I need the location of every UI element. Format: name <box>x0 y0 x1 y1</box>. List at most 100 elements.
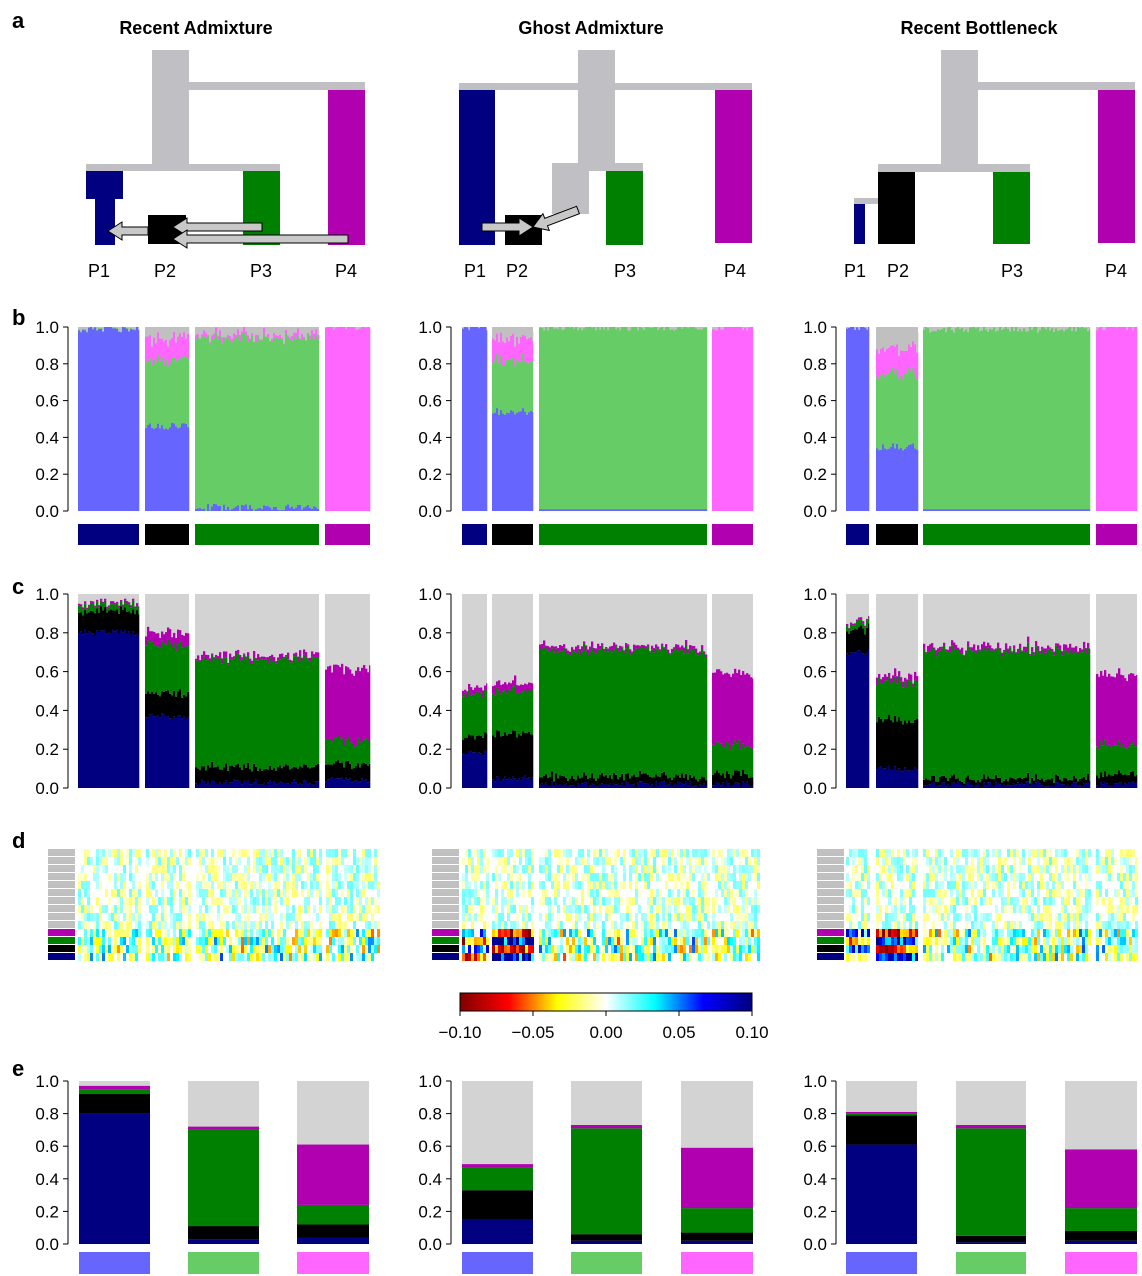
heatmap-cell <box>531 945 534 953</box>
individual-bar-segment <box>583 772 586 783</box>
heatmap-cell <box>132 897 135 905</box>
individual-bar-segment <box>923 329 926 510</box>
individual-bar-segment <box>528 777 531 788</box>
individual-bar-segment <box>904 350 907 374</box>
individual-bar-segment <box>349 763 352 779</box>
individual-bar-segment <box>145 336 148 363</box>
individual-bar-segment <box>561 786 564 788</box>
individual-bar-segment <box>161 425 164 511</box>
heatmap-cell <box>283 913 286 921</box>
heatmap-cell <box>730 849 733 857</box>
heatmap-cell <box>84 857 87 865</box>
individual-bar-segment <box>886 449 889 511</box>
heatmap-cell <box>316 953 319 961</box>
heatmap-cell <box>199 881 202 889</box>
heatmap-cell <box>105 889 108 897</box>
heatmap-cell <box>338 881 341 889</box>
individual-bar-segment <box>742 769 745 782</box>
individual-bar-segment <box>675 774 678 785</box>
heatmap-cell <box>665 849 668 857</box>
heatmap-cell <box>680 953 683 961</box>
heatmap-cell <box>686 881 689 889</box>
heatmap-cell <box>715 889 718 897</box>
heatmap-row-label <box>432 929 459 936</box>
individual-bar-segment <box>167 639 170 691</box>
individual-bar-segment <box>223 331 226 338</box>
heatmap-cell <box>310 881 313 889</box>
individual-bar-segment <box>722 674 725 747</box>
heatmap-cell <box>253 881 256 889</box>
heatmap-cell <box>280 929 283 937</box>
heatmap-cell <box>477 945 480 953</box>
heatmap-cell <box>96 897 99 905</box>
individual-bar-segment <box>341 327 344 511</box>
individual-bar-segment <box>355 745 358 767</box>
heatmap-cell <box>698 945 701 953</box>
heatmap-cell <box>608 937 611 945</box>
individual-bar-segment <box>329 764 332 779</box>
heatmap-cell <box>462 921 465 929</box>
individual-bar-segment <box>617 651 620 780</box>
heatmap-cell <box>173 913 176 921</box>
heatmap-cell <box>268 857 271 865</box>
individual-bar-segment <box>1007 784 1010 788</box>
heatmap-cell <box>87 913 90 921</box>
individual-bar-segment <box>539 777 542 786</box>
heatmap-cell <box>614 881 617 889</box>
individual-bar-segment <box>369 739 371 764</box>
heatmap-cell <box>632 937 635 945</box>
heatmap-cell <box>468 953 471 961</box>
heatmap-cell <box>316 865 319 873</box>
heatmap-cell <box>522 945 525 953</box>
individual-bar-segment <box>247 655 250 763</box>
individual-bar-segment <box>878 450 881 511</box>
y-tick-label: 0.4 <box>803 701 827 720</box>
individual-bar-segment <box>363 780 366 788</box>
heatmap-cell <box>739 881 742 889</box>
heatmap-cell <box>81 937 84 945</box>
heatmap-cell <box>590 873 593 881</box>
individual-bar-segment <box>619 645 622 651</box>
individual-bar-segment <box>589 785 592 788</box>
heatmap-cell <box>99 849 102 857</box>
heatmap-cell <box>265 945 268 953</box>
heatmap-cell <box>149 929 152 937</box>
individual-bar-segment <box>1085 783 1088 788</box>
individual-bar-segment <box>989 509 992 511</box>
heatmap-cell <box>244 945 247 953</box>
individual-bar-segment <box>271 509 274 511</box>
heatmap-cell <box>528 889 531 897</box>
individual-bar-segment <box>462 696 465 740</box>
heatmap-cell <box>268 889 271 897</box>
individual-bar-segment <box>949 786 952 788</box>
heatmap-cell <box>498 857 501 865</box>
heatmap-cell <box>120 905 123 913</box>
individual-bar-segment <box>955 644 958 650</box>
heatmap-cell <box>733 881 736 889</box>
heatmap-cell <box>635 881 638 889</box>
individual-bar-segment <box>977 327 980 510</box>
heatmap-cell <box>751 913 754 921</box>
individual-bar-segment <box>1102 675 1105 746</box>
individual-bar-segment <box>498 342 501 364</box>
individual-bar-segment <box>100 630 103 788</box>
individual-bar-segment <box>1065 509 1068 511</box>
heatmap-cell <box>718 905 721 913</box>
heatmap-cell <box>235 873 238 881</box>
individual-bar-segment <box>213 767 216 782</box>
individual-bar-segment <box>1049 786 1052 788</box>
population-label: P4 <box>724 261 746 281</box>
individual-bar-segment <box>961 781 964 786</box>
individual-bar-segment <box>655 509 658 511</box>
individual-bar-segment <box>245 327 248 332</box>
heatmap-cell <box>968 849 971 857</box>
individual-bar-segment <box>892 443 895 511</box>
individual-bar-segment <box>221 329 224 338</box>
heatmap-cell <box>593 849 596 857</box>
individual-bar-segment <box>297 784 300 788</box>
heatmap-cell <box>211 929 214 937</box>
heatmap-cell <box>468 889 471 897</box>
individual-bar-segment <box>906 770 909 788</box>
individual-bar-segment <box>295 652 298 657</box>
heatmap-cell <box>647 937 650 945</box>
